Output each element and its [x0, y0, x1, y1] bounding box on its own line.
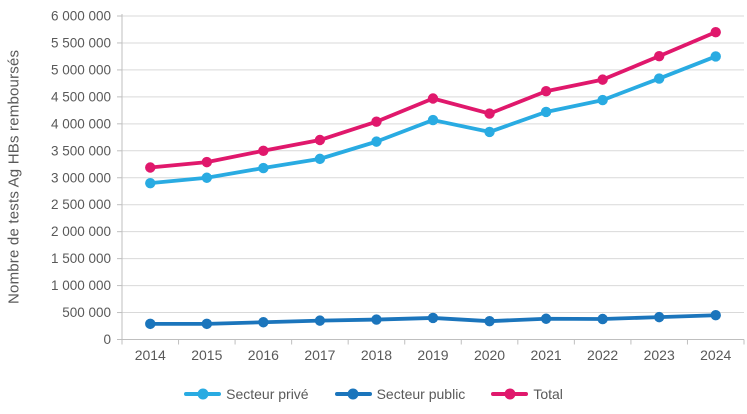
legend-label-total: Total [533, 386, 563, 402]
y-tick-label: 500 000 [62, 305, 111, 320]
data-point-secteur-public-2016 [258, 317, 269, 328]
data-point-secteur-public-2019 [427, 312, 439, 324]
data-point-total-2019 [427, 93, 439, 104]
legend-dot-icon [347, 388, 359, 400]
legend-dot-icon [197, 388, 209, 400]
legend-item-secteur-prive: Secteur privé [184, 386, 309, 402]
y-tick-label: 5 000 000 [51, 62, 111, 77]
x-tick-label: 2023 [644, 347, 675, 363]
x-tick-label: 2015 [191, 347, 222, 363]
data-point-total-2015 [201, 156, 213, 168]
data-point-total-2016 [258, 145, 269, 156]
data-point-secteur-public-2015 [201, 318, 213, 330]
data-point-secteur-prive-2023 [653, 73, 665, 84]
y-tick-label: 2 500 000 [51, 197, 111, 212]
y-tick-label: 5 500 000 [51, 35, 111, 50]
data-point-secteur-public-2022 [597, 313, 608, 325]
x-tick-label: 2022 [587, 347, 618, 363]
data-point-secteur-public-2021 [540, 313, 552, 324]
data-point-total-2018 [371, 116, 382, 127]
data-point-secteur-public-2014 [145, 318, 156, 330]
data-point-secteur-public-2020 [484, 315, 495, 327]
data-point-total-2022 [597, 74, 608, 85]
y-tick-label: 3 500 000 [51, 143, 111, 158]
data-point-secteur-prive-2022 [597, 94, 608, 106]
data-point-secteur-prive-2014 [145, 177, 156, 189]
data-point-secteur-public-2018 [371, 314, 382, 325]
x-tick-label: 2019 [417, 347, 448, 363]
x-tick-label: 2017 [304, 347, 335, 363]
y-tick-label: 3 000 000 [51, 170, 111, 185]
y-tick-label: 2 000 000 [51, 224, 111, 239]
data-point-secteur-public-2024 [710, 310, 721, 321]
legend-item-secteur-public: Secteur public [334, 386, 466, 402]
y-tick-label: 4 000 000 [51, 116, 111, 131]
legend-marker-secteur-public [334, 388, 372, 400]
data-point-total-2017 [314, 134, 326, 146]
data-point-secteur-prive-2019 [427, 114, 439, 126]
legend-label-secteur-prive: Secteur privé [226, 386, 309, 402]
x-tick-label: 2020 [474, 347, 505, 363]
data-point-secteur-prive-2020 [484, 126, 495, 138]
legend-item-total: Total [491, 386, 563, 402]
legend-marker-total [491, 388, 529, 400]
y-tick-label: 1 000 000 [51, 278, 111, 293]
x-tick-label: 2018 [361, 347, 392, 363]
y-tick-label: 1 500 000 [51, 251, 111, 266]
data-point-secteur-prive-2018 [371, 136, 382, 147]
data-point-total-2021 [540, 86, 552, 97]
data-point-secteur-prive-2024 [710, 51, 721, 62]
legend-marker-secteur-prive [184, 388, 222, 400]
y-axis-title: Nombre de tests Ag HBs remboursés [5, 49, 23, 305]
legend-label-secteur-public: Secteur public [376, 386, 466, 402]
chart-legend: Secteur privé Secteur public Total [0, 386, 747, 402]
data-point-total-2020 [484, 108, 495, 119]
x-tick-label: 2021 [531, 347, 562, 363]
y-tick-label: 6 000 000 [51, 9, 111, 24]
data-point-secteur-public-2023 [653, 311, 665, 323]
x-tick-label: 2014 [135, 347, 166, 363]
y-tick-label: 4 500 000 [51, 89, 111, 104]
data-point-secteur-prive-2017 [314, 153, 326, 165]
data-point-secteur-public-2017 [314, 315, 326, 326]
data-point-total-2023 [653, 50, 665, 62]
y-tick-label: 0 [103, 332, 111, 347]
x-tick-label: 2016 [248, 347, 279, 363]
data-point-secteur-prive-2016 [258, 162, 269, 174]
data-point-total-2024 [710, 26, 721, 38]
data-point-secteur-prive-2021 [540, 106, 552, 118]
data-point-secteur-prive-2015 [201, 172, 213, 183]
legend-dot-icon [504, 388, 516, 400]
x-tick-label: 2024 [700, 347, 731, 363]
data-point-total-2014 [145, 162, 156, 173]
